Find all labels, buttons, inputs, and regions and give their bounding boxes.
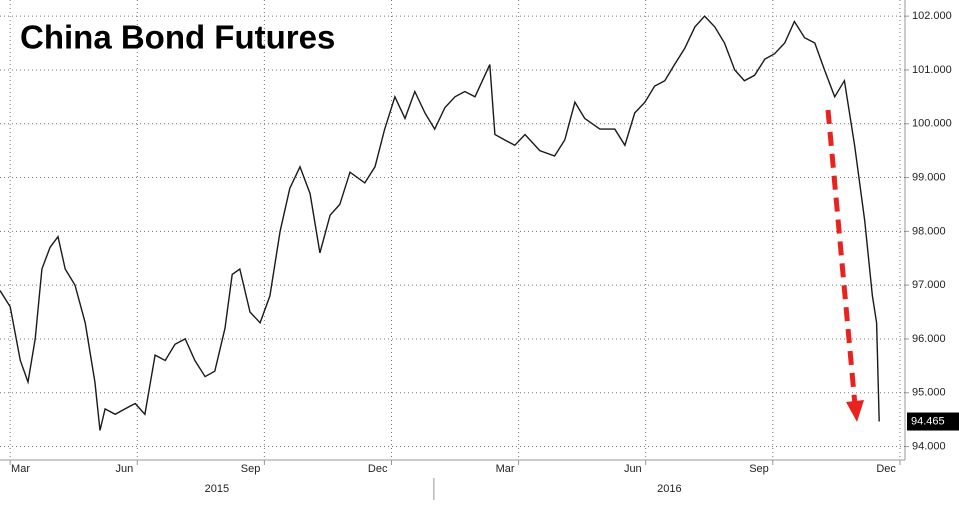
chart-title: China Bond Futures: [20, 19, 335, 56]
y-tick-label: 97.000: [912, 279, 946, 291]
x-tick-label: Mar: [496, 463, 515, 475]
x-tick-label: Mar: [11, 463, 30, 475]
last-price-label: 94.465: [911, 415, 945, 427]
year-label: 2015: [205, 483, 229, 495]
x-tick-label: Jun: [624, 463, 642, 475]
price-line: [0, 15, 880, 431]
y-tick-label: 100.000: [912, 118, 952, 130]
plot-area: [0, 0, 905, 460]
arrow-head: [846, 400, 864, 422]
y-tick-label: 101.000: [912, 64, 952, 76]
x-tick-label: Jun: [116, 463, 134, 475]
x-tick-label: Dec: [876, 463, 896, 475]
y-tick-label: 102.000: [912, 10, 952, 22]
y-tick-label: 98.000: [912, 225, 946, 237]
y-tick-label: 94.000: [912, 440, 946, 452]
y-tick-label: 99.000: [912, 171, 946, 183]
last-price-box: [907, 412, 959, 431]
year-label: 2016: [657, 483, 681, 495]
annotation-arrow: [825, 109, 858, 406]
y-tick-label: 95.000: [912, 387, 946, 399]
y-tick-label: 96.000: [912, 333, 946, 345]
x-tick-label: Sep: [749, 463, 769, 475]
x-tick-label: Dec: [368, 463, 388, 475]
x-tick-label: Sep: [241, 463, 261, 475]
